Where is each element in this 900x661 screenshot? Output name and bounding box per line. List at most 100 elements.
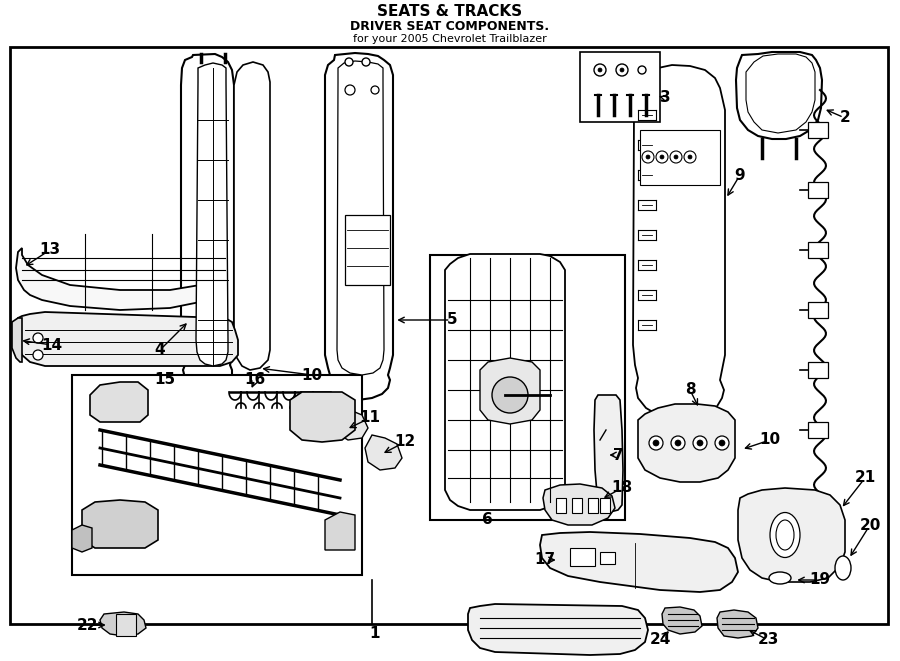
Text: 16: 16 — [245, 373, 266, 387]
Text: 13: 13 — [40, 243, 60, 258]
Bar — [116, 614, 136, 636]
Text: 7: 7 — [613, 447, 624, 463]
Bar — [588, 498, 598, 513]
Circle shape — [674, 155, 678, 159]
Polygon shape — [468, 604, 648, 655]
Text: 4: 4 — [155, 342, 166, 358]
Circle shape — [670, 151, 682, 163]
Polygon shape — [82, 500, 158, 548]
Text: 5: 5 — [446, 313, 457, 327]
Circle shape — [594, 64, 606, 76]
Text: 3: 3 — [660, 91, 670, 106]
Polygon shape — [12, 318, 22, 362]
Circle shape — [688, 155, 692, 159]
Bar — [572, 498, 582, 513]
Circle shape — [371, 86, 379, 94]
Circle shape — [345, 58, 353, 66]
Bar — [556, 498, 566, 513]
Circle shape — [715, 436, 729, 450]
Circle shape — [719, 440, 725, 446]
Polygon shape — [18, 312, 238, 366]
Polygon shape — [290, 392, 355, 442]
Bar — [808, 302, 828, 318]
Bar — [640, 130, 720, 185]
Bar — [72, 375, 362, 575]
Text: 18: 18 — [611, 481, 633, 496]
Circle shape — [646, 155, 650, 159]
Circle shape — [697, 440, 703, 446]
Polygon shape — [662, 607, 702, 634]
Text: DRIVER SEAT COMPONENTS.: DRIVER SEAT COMPONENTS. — [350, 20, 550, 32]
Polygon shape — [365, 435, 402, 470]
Circle shape — [620, 68, 624, 72]
Polygon shape — [330, 408, 368, 440]
Bar — [808, 182, 828, 198]
Polygon shape — [100, 612, 146, 636]
Polygon shape — [337, 61, 384, 375]
Ellipse shape — [835, 556, 851, 580]
Text: 23: 23 — [757, 633, 778, 648]
Bar — [345, 215, 390, 285]
Bar — [600, 498, 610, 513]
Circle shape — [693, 436, 707, 450]
Text: 10: 10 — [760, 432, 780, 447]
Polygon shape — [746, 54, 815, 133]
Circle shape — [642, 151, 654, 163]
Polygon shape — [633, 65, 725, 418]
Circle shape — [656, 151, 668, 163]
Polygon shape — [90, 382, 148, 422]
Bar — [10, 47, 888, 624]
Text: 9: 9 — [734, 167, 745, 182]
Text: 12: 12 — [394, 434, 416, 449]
Text: 17: 17 — [535, 553, 555, 568]
Text: 21: 21 — [854, 471, 876, 485]
Text: 22: 22 — [77, 617, 99, 633]
Circle shape — [671, 436, 685, 450]
Polygon shape — [540, 532, 738, 592]
Polygon shape — [594, 395, 623, 512]
Text: 20: 20 — [860, 518, 881, 533]
Circle shape — [653, 440, 659, 446]
Polygon shape — [717, 610, 758, 638]
Circle shape — [598, 68, 602, 72]
Bar — [570, 548, 595, 566]
Ellipse shape — [776, 520, 794, 550]
Circle shape — [684, 151, 696, 163]
Polygon shape — [480, 358, 540, 424]
Polygon shape — [543, 484, 615, 525]
Text: 14: 14 — [41, 338, 63, 352]
Bar — [808, 122, 828, 138]
Circle shape — [660, 155, 664, 159]
Bar — [808, 362, 828, 378]
Polygon shape — [72, 525, 92, 552]
Polygon shape — [16, 234, 225, 310]
Polygon shape — [738, 488, 845, 582]
Circle shape — [492, 377, 528, 413]
Ellipse shape — [770, 512, 800, 557]
Text: for your 2005 Chevrolet Trailblazer: for your 2005 Chevrolet Trailblazer — [353, 34, 547, 44]
Polygon shape — [181, 54, 234, 390]
Circle shape — [362, 58, 370, 66]
Polygon shape — [445, 254, 565, 510]
Bar — [600, 552, 615, 564]
Polygon shape — [736, 52, 822, 139]
Text: 10: 10 — [302, 368, 322, 383]
Bar — [808, 422, 828, 438]
Circle shape — [33, 333, 43, 343]
Circle shape — [345, 85, 355, 95]
Circle shape — [33, 350, 43, 360]
Circle shape — [649, 436, 663, 450]
Ellipse shape — [769, 572, 791, 584]
Text: 15: 15 — [155, 373, 176, 387]
Bar — [808, 242, 828, 258]
Text: SEATS & TRACKS: SEATS & TRACKS — [377, 5, 523, 20]
Bar — [430, 255, 625, 520]
Text: 1: 1 — [370, 627, 380, 641]
Circle shape — [675, 440, 681, 446]
Text: 11: 11 — [359, 410, 381, 426]
Text: 24: 24 — [649, 633, 670, 648]
Text: 19: 19 — [809, 572, 831, 588]
Text: 2: 2 — [840, 110, 850, 126]
Circle shape — [616, 64, 628, 76]
Text: 6: 6 — [482, 512, 492, 527]
